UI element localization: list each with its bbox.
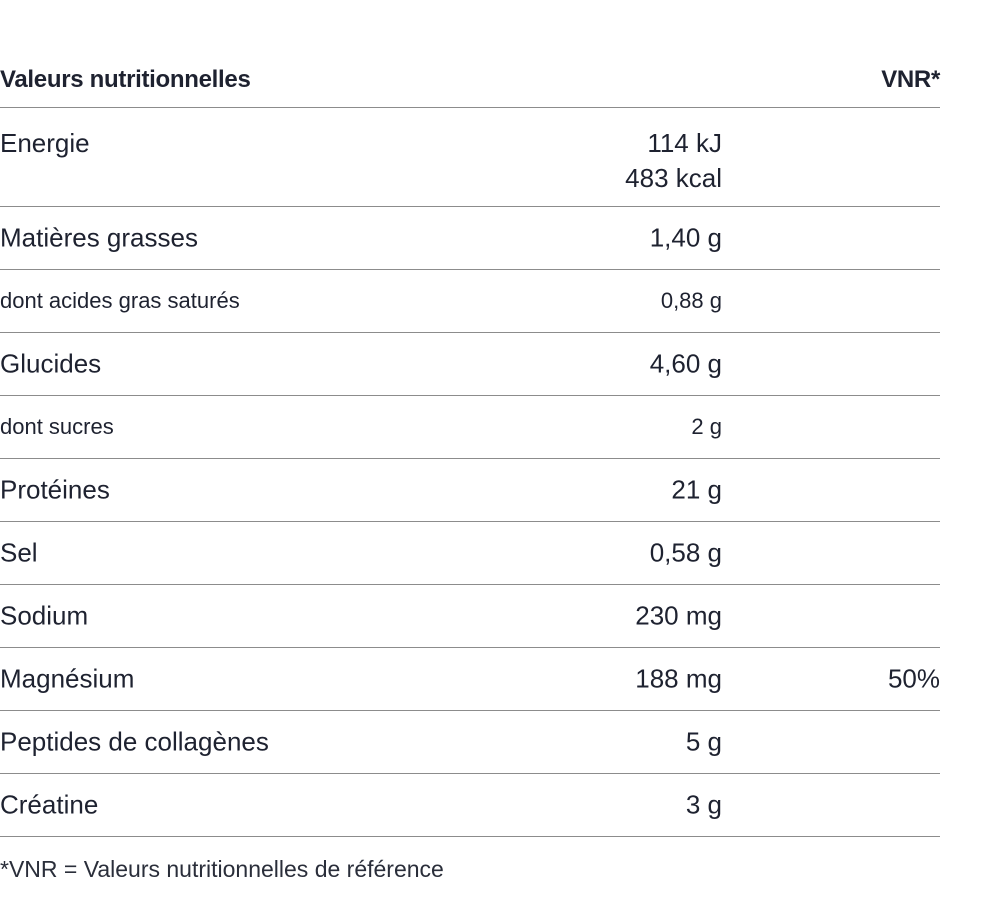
table-row: Protéines 21 g — [0, 459, 940, 522]
nutrient-amount: 0,58 g — [649, 537, 722, 568]
table-row: dont acides gras saturés 0,88 g — [0, 270, 940, 333]
nutrient-vnr: 50% — [887, 663, 940, 694]
nutrient-name: dont sucres — [0, 414, 114, 439]
nutrient-name: Glucides — [0, 348, 102, 379]
amount-line: 483 kcal — [625, 163, 722, 193]
header-nutrient: Valeurs nutritionnelles — [0, 66, 251, 93]
nutrient-amount: 3 g — [685, 789, 722, 820]
nutrient-amount: 5 g — [685, 726, 722, 757]
nutrient-name: Magnésium — [0, 663, 135, 694]
nutrient-name: Energie — [0, 128, 90, 158]
nutrient-name: Matières grasses — [0, 222, 198, 253]
nutrient-name: Sodium — [0, 600, 89, 631]
table-row: Sel 0,58 g — [0, 522, 940, 585]
table-header: Valeurs nutritionnelles VNR* — [0, 0, 940, 108]
table-row: dont sucres 2 g — [0, 396, 940, 459]
table-row: Energie 114 kJ 483 kcal — [0, 108, 940, 207]
nutrient-name: Peptides de collagènes — [0, 726, 269, 757]
nutrient-amount: 21 g — [671, 474, 722, 505]
nutrient-amount: 4,60 g — [649, 348, 722, 379]
amount-line: 114 kJ — [647, 128, 722, 158]
table-row: Glucides 4,60 g — [0, 333, 940, 396]
nutrient-amount: 0,88 g — [660, 288, 722, 313]
table-row: Magnésium 188 mg 50% — [0, 648, 940, 711]
nutrient-amount: 188 mg — [635, 663, 722, 694]
nutrient-name: Protéines — [0, 474, 110, 505]
table-row: Matières grasses 1,40 g — [0, 207, 940, 270]
table-row: Créatine 3 g — [0, 774, 940, 837]
table-body: Energie 114 kJ 483 kcal Matières grasses 1,4… — [0, 108, 940, 837]
nutrient-name: dont acides gras saturés — [0, 288, 240, 313]
nutrient-amount: 2 g — [691, 414, 722, 439]
nutrient-amount: 230 mg — [635, 600, 722, 631]
table-row: Peptides de collagènes 5 g — [0, 711, 940, 774]
nutrition-table: Valeurs nutritionnelles VNR* Energie 114 … — [0, 0, 940, 837]
table-row: Sodium 230 mg — [0, 585, 940, 648]
nutrient-name: Créatine — [0, 789, 99, 820]
nutrient-amount: 114 kJ 483 kcal — [625, 126, 722, 196]
nutrient-name: Sel — [0, 537, 38, 568]
nutrient-amount: 1,40 g — [649, 222, 722, 253]
footnote: *VNR = Valeurs nutritionnelles de référe… — [0, 856, 444, 882]
header-vnr: VNR* — [881, 66, 940, 93]
